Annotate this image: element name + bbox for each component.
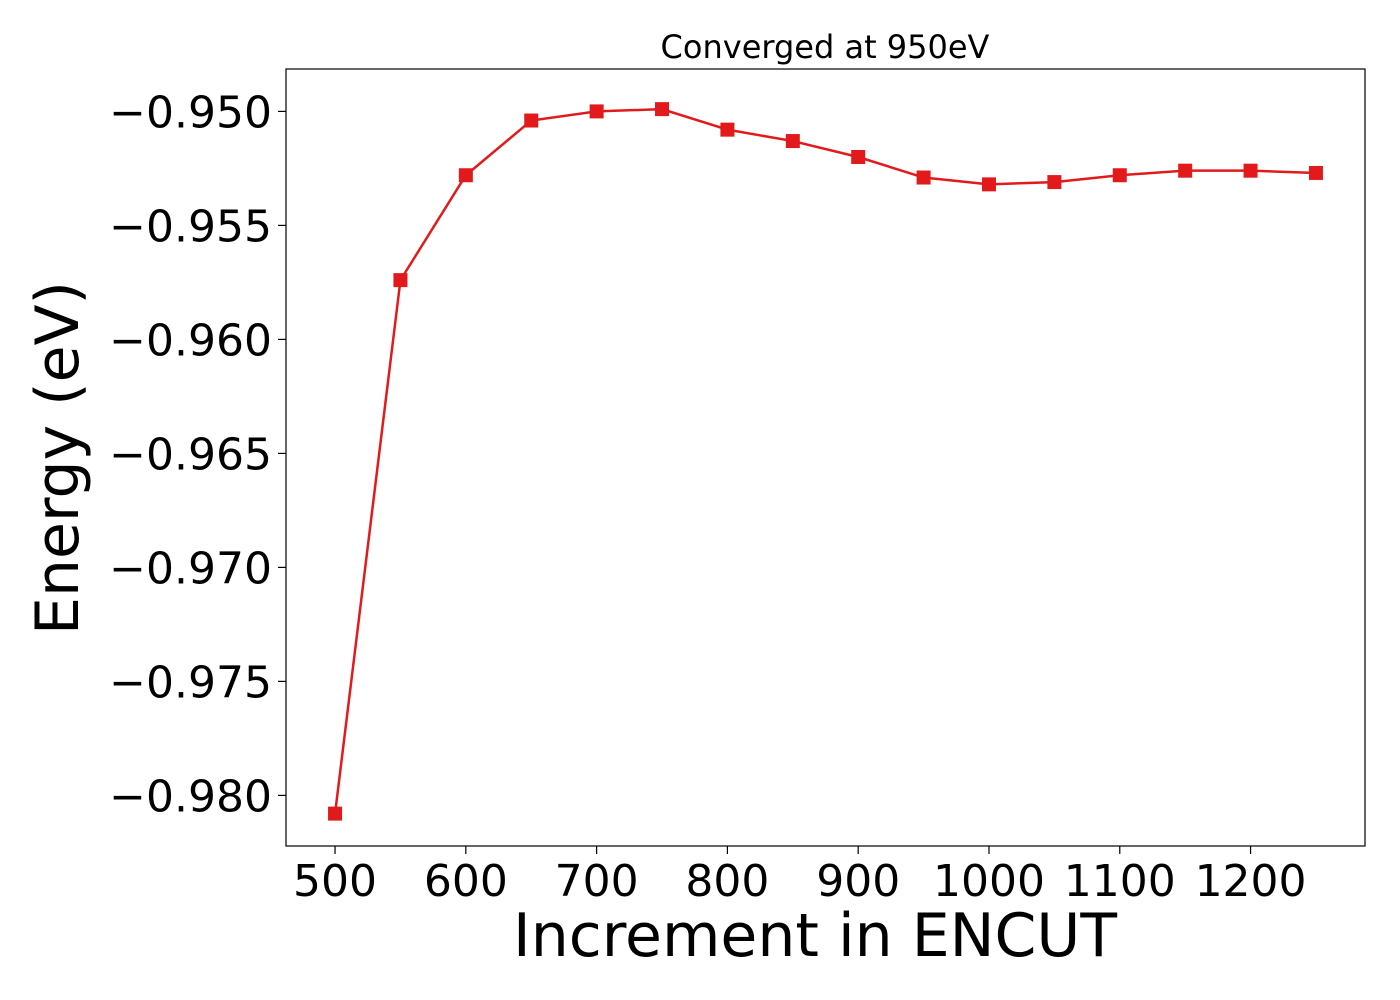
y-tick-label: −0.950: [109, 87, 272, 138]
data-point: [916, 170, 931, 185]
plot-frame: [285, 68, 1366, 847]
data-point: [655, 102, 670, 117]
data-point: [458, 168, 473, 183]
x-tick-label: 500: [293, 856, 377, 907]
x-tick-label: 700: [555, 856, 639, 907]
series-line: [333, 107, 1316, 814]
data-point: [1047, 175, 1062, 190]
data-point: [720, 122, 735, 137]
y-axis: −0.950 −0.955 −0.960 −0.965 −0.970 −0.975 −0.9…: [109, 87, 286, 822]
data-point: [524, 113, 539, 128]
y-axis-label: Energy (eV): [23, 281, 93, 635]
y-tick-label: −0.980: [109, 771, 272, 822]
series-markers: [328, 102, 1323, 821]
x-axis-label: Increment in ENCUT: [513, 901, 1117, 971]
data-point: [1243, 163, 1258, 178]
x-tick-label: 1100: [1064, 856, 1176, 907]
x-tick-label: 900: [816, 856, 900, 907]
data-point: [393, 273, 408, 288]
data-point: [851, 150, 866, 165]
y-tick-label: −0.965: [109, 429, 272, 480]
x-tick-label: 800: [685, 856, 769, 907]
y-tick-label: −0.955: [109, 201, 272, 252]
data-point: [785, 134, 800, 149]
data-point: [328, 806, 343, 821]
y-tick-label: −0.970: [109, 543, 272, 594]
x-tick-label: 1200: [1195, 856, 1307, 907]
y-tick-label: −0.960: [109, 315, 272, 366]
data-point: [981, 177, 996, 192]
x-axis: 500 600 700 800 900 1000 1100 1200: [293, 846, 1307, 907]
data-point: [1178, 163, 1193, 178]
chart-title: Converged at 950eV: [661, 28, 990, 66]
data-point: [1112, 168, 1127, 183]
x-tick-label: 1000: [933, 856, 1045, 907]
data-point: [1308, 165, 1323, 180]
x-tick-label: 600: [424, 856, 508, 907]
y-tick-label: −0.975: [109, 657, 272, 708]
data-point: [589, 104, 604, 119]
